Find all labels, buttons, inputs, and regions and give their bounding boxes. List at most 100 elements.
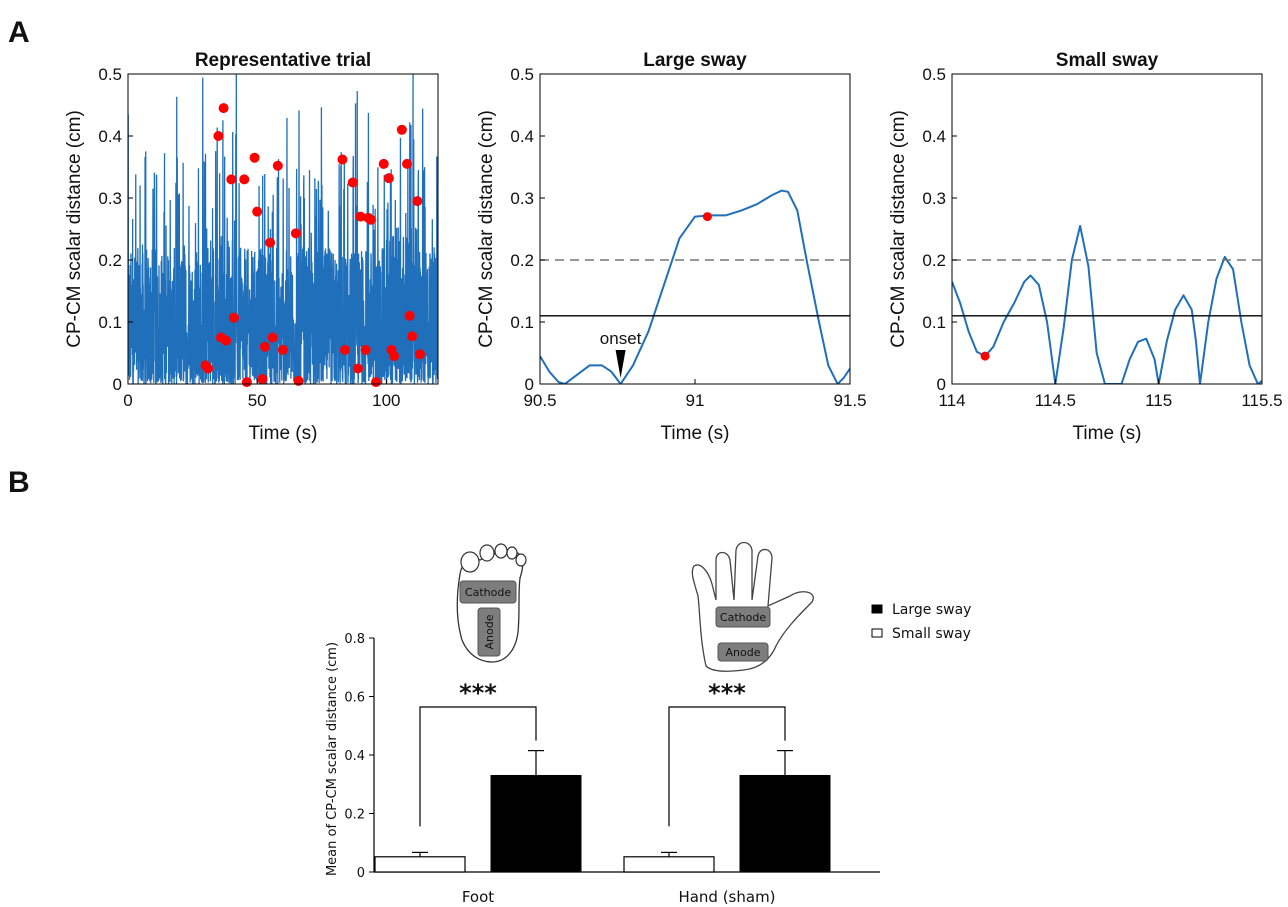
y-axis-label: CP-CM scalar distance (cm) <box>476 110 497 348</box>
chart-large-sway: Large sway onset 90.5 91 91.5 0 0.1 0.2 0.3 0.4 0.… <box>476 50 867 444</box>
peak-marker <box>252 206 263 217</box>
peak-marker <box>203 363 214 374</box>
legend-label-small-sway: Small sway <box>892 626 971 642</box>
peak-marker <box>221 335 232 346</box>
onset-arrow-icon <box>615 350 626 378</box>
onset-annotation: onset <box>600 329 642 348</box>
x-tick-label: 114 <box>938 391 965 410</box>
significance-label: *** <box>459 679 497 707</box>
category-label: Hand (sham) <box>678 888 775 906</box>
y-tick-label: 0.2 <box>98 251 122 270</box>
peak-marker <box>272 160 283 171</box>
peak-marker <box>347 177 358 188</box>
peak-marker <box>293 375 304 386</box>
y-tick-label: 0.8 <box>344 632 365 647</box>
peak-marker <box>352 363 363 374</box>
trace-line <box>540 189 850 384</box>
peak-marker <box>226 174 237 185</box>
bar-small-sway <box>623 856 715 873</box>
y-tick-label: 0 <box>113 375 122 394</box>
foot-anode-electrode <box>477 607 501 657</box>
y-tick-label: 0.4 <box>922 127 946 146</box>
foot-cathode-label: Cathode <box>465 586 511 599</box>
y-tick-label: 0.3 <box>510 189 534 208</box>
y-tick-label: 0.6 <box>344 691 365 706</box>
significance-bracket <box>668 706 786 827</box>
peak-marker <box>396 124 407 135</box>
x-tick-label: 91.5 <box>833 391 866 410</box>
bar-large-sway <box>739 774 831 873</box>
chart-bar-summary: 0 0.2 0.4 0.6 0.8 Mean of CP-CM scalar distan… <box>325 602 971 906</box>
trace-line <box>952 224 1262 384</box>
y-tick-label: 0.1 <box>510 313 534 332</box>
y-tick-label: 0.5 <box>510 65 534 84</box>
x-tick-label: 100 <box>372 391 400 410</box>
y-tick-label: 0.4 <box>98 127 122 146</box>
hand-cathode-electrode <box>715 606 771 628</box>
peak-marker <box>228 312 239 323</box>
peak-marker <box>389 351 400 362</box>
y-tick-label: 0.4 <box>344 749 365 764</box>
y-tick-label: 0.2 <box>510 251 534 270</box>
x-axis-label: Time (s) <box>249 423 318 444</box>
peak-marker <box>414 349 425 360</box>
peak-marker <box>267 332 278 343</box>
chart-title: Large sway <box>643 50 747 71</box>
panel-label-a: A <box>8 16 30 49</box>
y-tick-label: 0 <box>937 375 946 394</box>
peak-marker <box>412 196 423 207</box>
foot-anode-label: Anode <box>483 614 496 649</box>
significance-bracket <box>419 706 537 827</box>
peak-marker <box>249 152 260 163</box>
peak-marker <box>371 377 381 388</box>
legend-swatch-large-sway <box>871 604 883 614</box>
peak-marker <box>378 158 389 169</box>
trace-line <box>128 74 438 384</box>
peak-marker <box>213 131 224 141</box>
hand-outline-icon: Cathode Anode <box>691 541 814 672</box>
hand-anode-electrode <box>717 642 769 662</box>
y-tick-label: 0.3 <box>922 189 946 208</box>
peak-marker <box>241 377 252 388</box>
y-tick-label: 0 <box>357 866 365 881</box>
axes-frame <box>539 73 851 385</box>
hand-cathode-label: Cathode <box>720 611 766 624</box>
peak-marker <box>383 173 394 184</box>
y-tick-label: 0.1 <box>98 313 122 332</box>
peak-marker <box>265 237 276 248</box>
peak-marker <box>218 103 229 114</box>
x-tick-label: 50 <box>248 391 267 410</box>
y-axis-label: CP-CM scalar distance (cm) <box>888 110 909 348</box>
axes-frame <box>951 73 1263 385</box>
significance-label: *** <box>708 679 746 707</box>
x-axis-label: Time (s) <box>1073 423 1142 444</box>
y-tick-label: 0.2 <box>344 808 365 823</box>
legend-swatch-small-sway <box>871 628 883 638</box>
peak-marker <box>702 212 712 222</box>
peak-marker <box>355 211 366 222</box>
peak-marker <box>257 374 268 385</box>
legend-label-large-sway: Large sway <box>892 602 971 618</box>
peak-marker <box>402 158 412 169</box>
axes-frame <box>127 73 439 385</box>
peak-marker <box>278 344 288 355</box>
x-tick-label: 0 <box>123 391 132 410</box>
y-tick-label: 0.3 <box>98 189 122 208</box>
foot-cathode-electrode <box>459 580 517 604</box>
peak-marker <box>365 214 376 225</box>
chart-title: Representative trial <box>195 50 371 71</box>
chart-small-sway: Small sway 114 114.5 115 115.5 0 0.1 0.2 0.3 0.4 0… <box>888 50 1283 444</box>
peak-marker <box>239 174 250 185</box>
hand-anode-label: Anode <box>726 646 761 659</box>
y-tick-label: 0 <box>525 375 534 394</box>
peak-marker <box>980 351 990 361</box>
category-label: Foot <box>462 888 494 906</box>
x-tick-label: 114.5 <box>1035 391 1076 410</box>
x-tick-label: 91 <box>686 391 705 410</box>
y-axis-label: CP-CM scalar distance (cm) <box>64 110 85 348</box>
y-axis-label: Mean of CP-CM scalar distance (cm) <box>325 642 340 876</box>
peak-marker <box>360 344 371 355</box>
peak-marker <box>290 228 301 239</box>
y-tick-label: 0.5 <box>922 65 946 84</box>
peak-marker <box>340 344 350 355</box>
